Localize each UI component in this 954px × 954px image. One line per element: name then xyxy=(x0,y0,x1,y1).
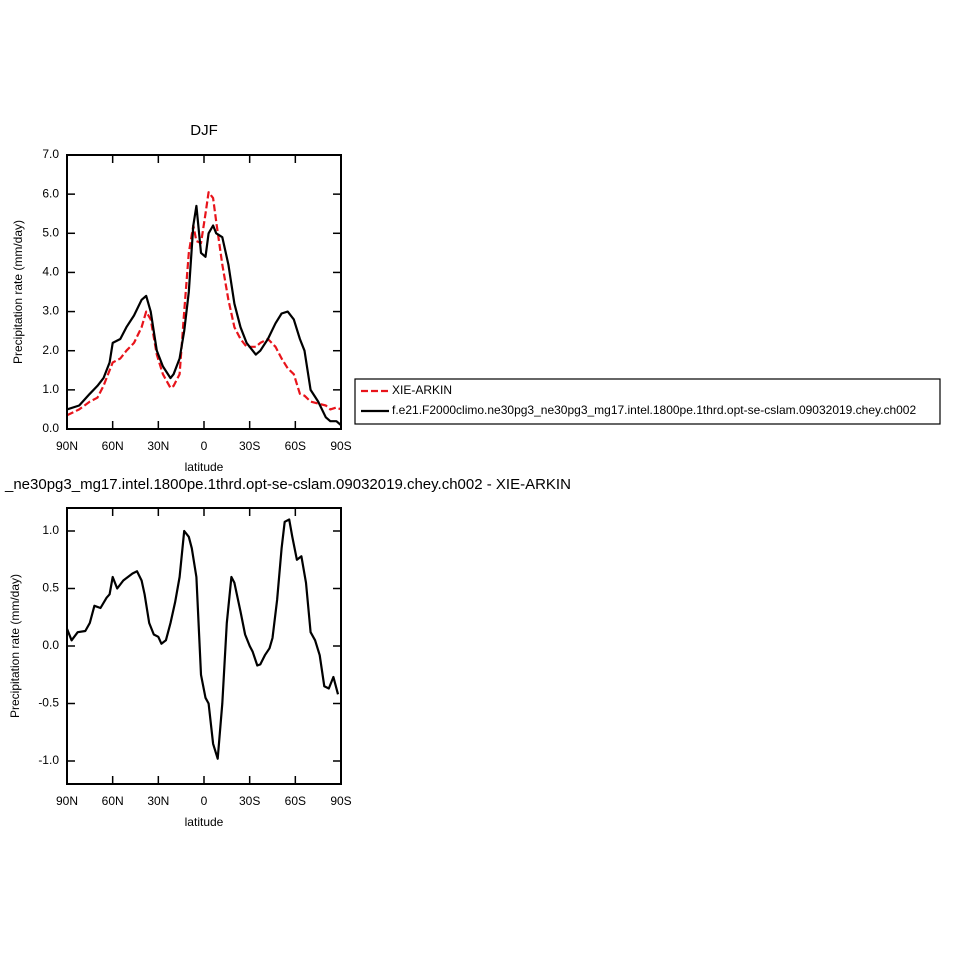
data-line xyxy=(66,191,342,417)
legend-label: XIE-ARKIN xyxy=(392,383,452,397)
chart-title: _ne30pg3_mg17.intel.1800pe.1thrd.opt-se-… xyxy=(4,476,571,493)
y-tick-label: 3.0 xyxy=(42,304,59,318)
y-axis-label: Precipitation rate (mm/day) xyxy=(8,574,22,718)
x-tick-label: 60S xyxy=(285,439,306,453)
data-line xyxy=(66,204,342,426)
x-tick-label: 60S xyxy=(285,794,306,808)
y-tick-label: 5.0 xyxy=(42,225,59,239)
y-tick-label: 1.0 xyxy=(42,382,59,396)
data-line xyxy=(65,518,340,760)
x-tick-label: 90S xyxy=(330,439,351,453)
y-tick-label: 6.0 xyxy=(42,186,59,200)
x-tick-label: 0 xyxy=(201,439,208,453)
y-tick-label: 2.0 xyxy=(42,343,59,357)
y-tick-label: 0.0 xyxy=(42,638,59,652)
legend-box xyxy=(354,378,941,425)
y-tick-label: 0.0 xyxy=(42,421,59,435)
y-tick-label: -1.0 xyxy=(38,753,59,767)
y-tick-label: 7.0 xyxy=(42,147,59,161)
x-axis-label: latitude xyxy=(185,815,224,829)
x-tick-label: 0 xyxy=(201,794,208,808)
chart-title: DJF xyxy=(190,122,218,139)
plot-frame xyxy=(66,154,342,430)
y-tick-label: 4.0 xyxy=(42,265,59,279)
y-tick-label: 1.0 xyxy=(42,523,59,537)
x-tick-label: 90S xyxy=(330,794,351,808)
x-tick-label: 30S xyxy=(239,794,260,808)
x-axis-label: latitude xyxy=(185,460,224,474)
x-tick-label: 60N xyxy=(102,794,124,808)
y-tick-label: -0.5 xyxy=(38,696,59,710)
legend-label: f.e21.F2000climo.ne30pg3_ne30pg3_mg17.in… xyxy=(392,403,916,417)
x-tick-label: 30N xyxy=(147,794,169,808)
plot-frame xyxy=(66,507,342,785)
x-tick-label: 60N xyxy=(102,439,124,453)
x-tick-label: 90N xyxy=(56,794,78,808)
x-tick-label: 90N xyxy=(56,439,78,453)
y-tick-label: 0.5 xyxy=(42,581,59,595)
x-tick-label: 30S xyxy=(239,439,260,453)
y-axis-label: Precipitation rate (mm/day) xyxy=(11,220,25,364)
x-tick-label: 30N xyxy=(147,439,169,453)
